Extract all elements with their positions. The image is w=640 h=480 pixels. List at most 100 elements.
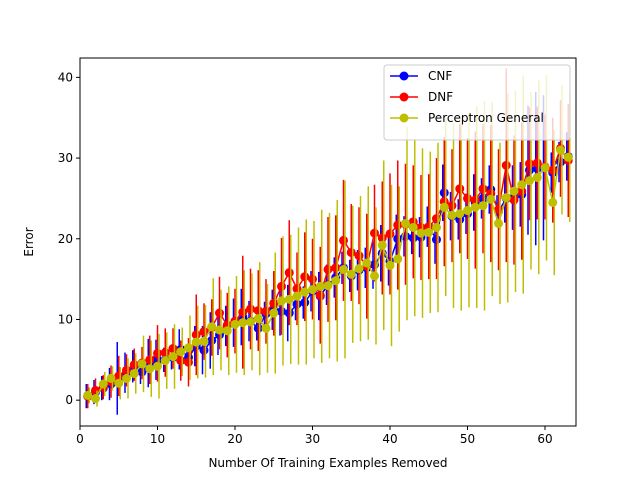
data-point — [354, 264, 364, 274]
data-point — [129, 369, 139, 379]
data-point — [525, 176, 534, 186]
data-point — [300, 287, 310, 297]
data-point — [556, 145, 565, 155]
data-point — [370, 228, 379, 238]
data-point — [160, 356, 170, 366]
data-point — [315, 281, 325, 291]
x-tick-label: 50 — [460, 432, 475, 446]
data-point — [509, 195, 519, 205]
data-point — [145, 355, 155, 365]
legend: CNF DNF Perceptron General — [383, 64, 571, 141]
data-point — [230, 319, 240, 329]
data-point — [548, 197, 558, 207]
data-point — [323, 264, 333, 274]
data-point — [137, 359, 147, 369]
data-point — [308, 285, 317, 295]
legend-marker — [399, 113, 409, 123]
data-point — [563, 152, 573, 162]
data-point — [153, 361, 162, 371]
data-point — [176, 356, 186, 366]
data-point — [346, 247, 356, 257]
x-tick-label: 10 — [150, 432, 165, 446]
data-point — [339, 264, 348, 274]
data-point — [184, 357, 193, 367]
data-point — [486, 194, 496, 204]
data-point — [501, 193, 511, 203]
y-tick-label: 40 — [58, 70, 73, 84]
x-tick-label: 40 — [382, 432, 397, 446]
data-point — [207, 322, 217, 332]
data-point — [246, 304, 255, 314]
data-point — [408, 222, 418, 232]
data-point — [525, 159, 534, 169]
plot-area — [83, 68, 573, 415]
legend-marker — [399, 92, 409, 102]
data-point — [370, 271, 379, 281]
data-point — [168, 352, 178, 362]
data-point — [331, 276, 341, 286]
data-point — [447, 201, 457, 211]
data-point — [346, 269, 356, 279]
data-point — [385, 260, 395, 270]
legend-label: Perceptron General — [428, 111, 544, 125]
data-point — [98, 379, 108, 389]
data-point — [501, 160, 511, 170]
data-point — [416, 228, 426, 238]
data-point — [339, 235, 348, 245]
data-point — [277, 296, 286, 306]
data-point — [253, 314, 263, 324]
legend-box — [383, 64, 571, 141]
data-point — [176, 347, 186, 357]
data-point — [447, 210, 457, 220]
data-point — [532, 172, 542, 182]
data-point — [122, 365, 131, 375]
data-point — [277, 281, 286, 291]
data-point — [153, 348, 162, 358]
data-point — [106, 373, 116, 383]
data-point — [284, 268, 294, 278]
data-point — [129, 360, 139, 370]
legend-label: DNF — [428, 90, 453, 104]
data-point — [122, 373, 131, 383]
data-point — [548, 165, 558, 175]
x-axis-label: Number Of Training Examples Removed — [208, 456, 447, 470]
data-point — [261, 323, 271, 333]
data-point — [168, 344, 178, 354]
data-point — [238, 318, 248, 328]
data-point — [269, 308, 279, 318]
y-tick-label: 30 — [58, 151, 73, 165]
x-tick-label: 20 — [227, 432, 242, 446]
data-point — [253, 306, 263, 316]
y-tick-label: 20 — [58, 232, 73, 246]
data-point — [145, 364, 155, 374]
data-point — [308, 274, 317, 284]
data-point — [160, 348, 170, 358]
data-point — [199, 336, 209, 346]
data-point — [323, 281, 333, 291]
data-point — [184, 343, 193, 353]
data-point — [246, 317, 255, 327]
y-axis-label: Error — [22, 227, 36, 256]
data-point — [424, 227, 434, 237]
data-point — [478, 201, 488, 211]
data-point — [393, 254, 403, 264]
data-point — [238, 307, 248, 317]
data-point — [455, 209, 465, 219]
x-tick-label: 0 — [76, 432, 84, 446]
data-point — [284, 294, 294, 304]
data-point — [463, 206, 472, 216]
data-point — [532, 158, 542, 168]
data-point — [455, 184, 465, 194]
data-point — [191, 337, 201, 347]
data-point — [393, 220, 403, 230]
data-point — [331, 263, 341, 273]
data-point — [478, 184, 488, 194]
data-point — [470, 202, 480, 212]
data-point — [114, 378, 124, 388]
data-point — [377, 240, 387, 250]
y-tick-label: 0 — [65, 393, 73, 407]
data-point — [517, 180, 527, 190]
data-point — [91, 394, 100, 404]
data-point — [432, 222, 441, 232]
